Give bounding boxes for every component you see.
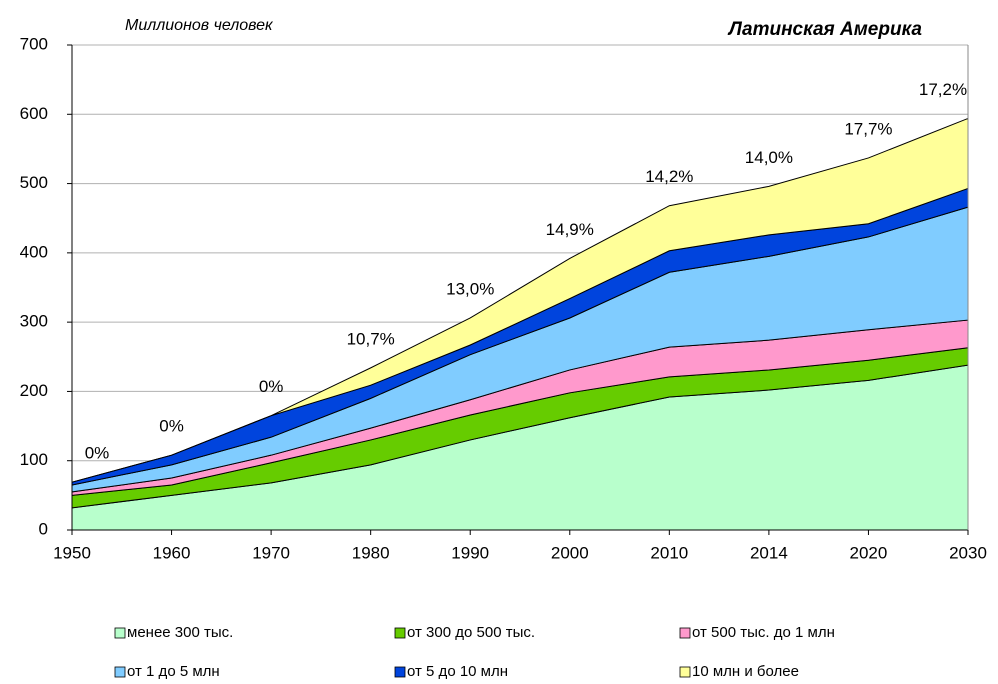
x-tick-label: 2030 bbox=[949, 543, 987, 562]
legend-swatch bbox=[114, 666, 126, 678]
x-tick-label: 2010 bbox=[650, 543, 688, 562]
legend-swatch bbox=[679, 666, 691, 678]
x-tick-label: 1990 bbox=[451, 543, 489, 562]
x-tick-label: 1960 bbox=[153, 543, 191, 562]
x-tick-label: 2000 bbox=[551, 543, 589, 562]
annotation: 0% bbox=[85, 444, 110, 463]
y-tick-label: 100 bbox=[20, 450, 48, 469]
legend-swatch bbox=[114, 627, 126, 639]
y-tick-label: 300 bbox=[20, 312, 48, 331]
legend-label: менее 300 тыс. bbox=[127, 624, 233, 641]
legend-label: от 500 тыс. до 1 млн bbox=[692, 624, 835, 641]
y-tick-label: 600 bbox=[20, 104, 48, 123]
annotation: 0% bbox=[259, 377, 284, 396]
x-tick-label: 2020 bbox=[850, 543, 888, 562]
legend-label: от 1 до 5 млн bbox=[127, 663, 220, 680]
legend-swatch bbox=[394, 666, 406, 678]
chart-title: Латинская Америка bbox=[727, 19, 923, 40]
annotation: 14,9% bbox=[546, 220, 594, 239]
y-tick-label: 500 bbox=[20, 173, 48, 192]
legend-swatch bbox=[394, 627, 406, 639]
legend-label: от 300 до 500 тыс. bbox=[407, 624, 535, 641]
annotation: 14,0% bbox=[745, 148, 793, 167]
x-tick-label: 1980 bbox=[352, 543, 390, 562]
annotation: 14,2% bbox=[645, 167, 693, 186]
legend-label: 10 млн и более bbox=[692, 663, 799, 680]
x-tick-label: 1970 bbox=[252, 543, 290, 562]
y-tick-label: 200 bbox=[20, 381, 48, 400]
legend-label: от 5 до 10 млн bbox=[407, 663, 508, 680]
annotation: 10,7% bbox=[347, 329, 395, 348]
legend-swatch bbox=[679, 627, 691, 639]
x-tick-label: 1950 bbox=[53, 543, 91, 562]
annotation: 17,2% bbox=[919, 80, 967, 99]
annotation: 13,0% bbox=[446, 279, 494, 298]
y-tick-label: 400 bbox=[20, 242, 48, 261]
annotation: 0% bbox=[159, 417, 184, 436]
annotation: 17,7% bbox=[844, 119, 892, 138]
x-tick-label: 2014 bbox=[750, 543, 788, 562]
chart-subtitle: Миллионов человек bbox=[125, 17, 274, 34]
y-tick-label: 700 bbox=[20, 34, 48, 53]
y-tick-label: 0 bbox=[39, 519, 48, 538]
